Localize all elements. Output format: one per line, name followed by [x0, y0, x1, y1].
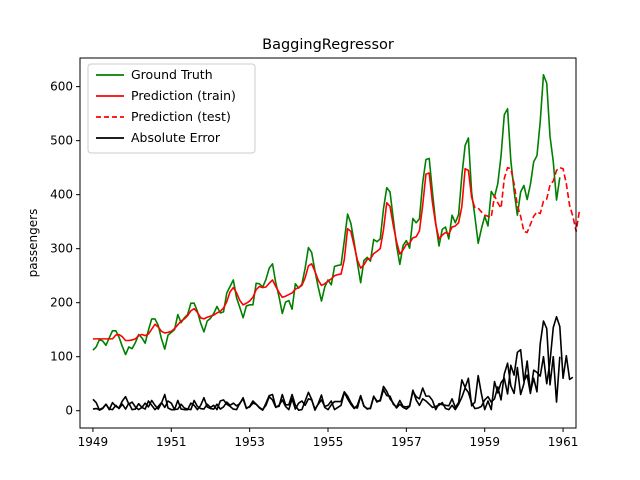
y-tick-label: 200: [50, 296, 73, 310]
x-axis: 1949 1951 1953 1955 1957 1959 1961: [78, 428, 579, 449]
series-layer: [92, 73, 581, 411]
series-line-0: [92, 73, 561, 356]
y-axis-label: passengers: [26, 209, 40, 278]
x-tick-label: 1951: [156, 435, 187, 449]
y-tick-label: 100: [50, 350, 73, 364]
legend-label: Prediction (train): [131, 88, 236, 103]
y-tick-label: 400: [50, 188, 73, 202]
y-tick-label: 500: [50, 134, 73, 148]
legend-label: Ground Truth: [131, 67, 213, 82]
legend-label: Absolute Error: [131, 130, 221, 145]
y-tick-label: 0: [65, 404, 73, 418]
y-axis: 0 100 200 300 400 500 600: [50, 80, 80, 418]
y-tick-label: 300: [50, 242, 73, 256]
x-tick-label: 1959: [469, 435, 500, 449]
legend: Ground Truth Prediction (train) Prediction…: [87, 63, 256, 154]
legend-box: [87, 63, 256, 154]
legend-label: Prediction (test): [131, 109, 231, 124]
series-line-1: [92, 167, 476, 342]
series-line-4: [92, 320, 561, 411]
x-tick-label: 1955: [313, 435, 344, 449]
x-tick-label: 1953: [234, 435, 265, 449]
y-tick-label: 600: [50, 80, 73, 94]
chart-title: BaggingRegressor: [262, 37, 394, 53]
x-tick-label: 1961: [548, 435, 579, 449]
x-tick-label: 1949: [78, 435, 109, 449]
x-tick-label: 1957: [391, 435, 422, 449]
series-line-2: [477, 166, 581, 234]
